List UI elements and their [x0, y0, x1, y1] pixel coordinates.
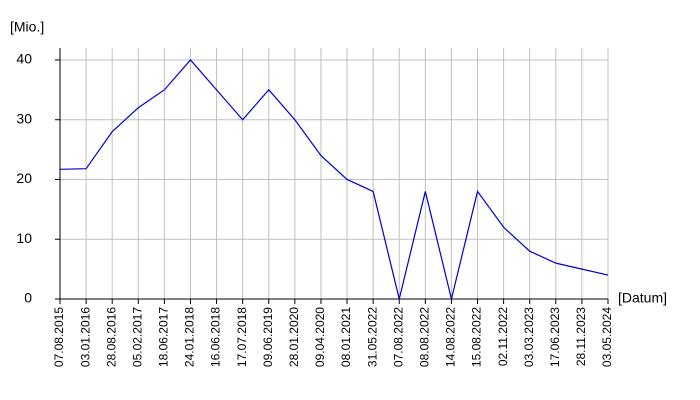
x-tick-label: 14.08.2022 [444, 307, 458, 367]
y-tick-label: 10 [16, 230, 32, 246]
x-axis-label: [Datum] [618, 290, 667, 306]
x-tick-label: 02.11.2022 [496, 307, 510, 366]
x-tick-label: 09.06.2019 [261, 307, 275, 367]
x-tick-label: 03.01.2016 [78, 307, 92, 367]
x-tick-label: 07.08.2022 [391, 307, 405, 367]
y-tick-label: 20 [16, 170, 32, 186]
x-tick-label: 05.02.2017 [130, 307, 144, 367]
line [59, 59, 609, 300]
x-tick-label: 18.06.2017 [157, 307, 171, 367]
y-tick-label: 0 [24, 290, 32, 306]
x-tick-label: 17.06.2023 [548, 307, 562, 367]
y-tick-label: 40 [16, 51, 32, 67]
x-tick-label: 28.11.2023 [574, 307, 588, 366]
x-tick-label: 03.03.2023 [522, 307, 536, 367]
x-tick-label: 15.08.2022 [470, 307, 484, 367]
x-tick-label: 31.05.2022 [365, 307, 379, 367]
y-tick-label: 30 [16, 110, 32, 126]
y-axis-label: [Mio.] [10, 19, 44, 35]
x-tick-label: 28.08.2016 [104, 307, 118, 367]
x-tick-label: 17.07.2018 [235, 307, 249, 367]
x-tick-label: 03.05.2024 [600, 307, 614, 367]
x-tick-label: 07.08.2015 [52, 307, 66, 367]
x-tick-label: 09.04.2020 [313, 307, 327, 367]
x-tick-label: 08.08.2022 [418, 307, 432, 367]
x-tick-label: 16.06.2018 [209, 307, 223, 367]
x-tick-label: 28.01.2020 [287, 307, 301, 367]
x-tick-label: 24.01.2018 [183, 307, 197, 367]
x-tick-label: 08.01.2021 [339, 307, 353, 367]
